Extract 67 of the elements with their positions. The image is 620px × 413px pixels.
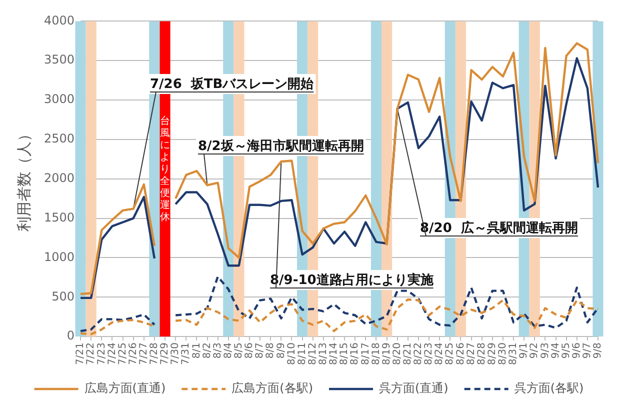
y-tick-label: 0 — [66, 328, 75, 343]
x-tick-label: 8/1 — [191, 342, 202, 359]
annotation: 7/26 坂TBバスレーン開始 — [150, 76, 315, 92]
x-tick-label: 7/28 — [149, 342, 160, 366]
x-tick-label: 8/6 — [244, 342, 256, 359]
x-tick-label: 8/21 — [402, 342, 414, 366]
x-tick-label: 8/26 — [455, 342, 466, 366]
x-tick-label: 8/28 — [476, 342, 488, 366]
x-tick-label: 7/23 — [96, 342, 108, 366]
x-tick-label: 8/27 — [466, 342, 477, 366]
x-tick-label: 7/21 — [75, 342, 86, 366]
x-tick-label: 8/17 — [360, 342, 372, 366]
x-tick-label: 8/2 — [202, 342, 213, 359]
x-tick-label: 8/5 — [234, 342, 245, 359]
x-tick-label: 8/20 — [392, 342, 403, 366]
x-tick-label: 8/11 — [296, 342, 308, 366]
y-tick-label: 1000 — [44, 250, 75, 264]
x-tick-label: 7/29 — [160, 342, 171, 366]
x-tick-label: 8/15 — [339, 342, 350, 366]
x-tick-label: 8/24 — [434, 342, 446, 366]
x-tick-label: 8/9 — [276, 342, 287, 359]
x-tick-label: 8/19 — [381, 342, 392, 366]
x-tick-label: 8/18 — [370, 342, 382, 366]
legend-label: 広島方面(各駅) — [232, 381, 314, 396]
legend-label: 広島方面(直通) — [84, 381, 166, 396]
y-tick-label: 4000 — [44, 13, 75, 28]
x-tick-label: 7/25 — [117, 342, 128, 366]
annotation: 8/2坂～海田市駅間運転再開 — [198, 138, 364, 154]
x-tick-label: 8/7 — [254, 342, 266, 359]
x-tick-label: 9/4 — [550, 342, 562, 359]
x-tick-label: 8/13 — [318, 342, 330, 366]
x-tick-label: 7/30 — [170, 342, 182, 366]
y-tick-label: 500 — [52, 289, 75, 304]
x-tick-label: 8/30 — [498, 342, 509, 366]
x-tick-label: 8/31 — [508, 342, 520, 366]
x-tick-label: 7/26 — [128, 342, 139, 366]
y-tick-label: 1500 — [44, 210, 75, 224]
x-tick-label: 8/4 — [222, 342, 234, 359]
x-tick-label: 9/1 — [518, 342, 530, 359]
y-tick-label: 3500 — [44, 52, 75, 67]
x-tick-label: 8/22 — [413, 342, 424, 366]
x-tick-label: 9/8 — [592, 342, 604, 359]
x-tick-label: 7/22 — [86, 342, 97, 366]
legend-label: 呉方面(直通) — [379, 381, 448, 396]
x-tick-label: 7/31 — [180, 342, 192, 366]
x-tick-label: 9/2 — [529, 342, 540, 359]
x-tick-label: 8/8 — [265, 342, 276, 359]
y-tick-label: 2000 — [44, 170, 75, 185]
x-tick-label: 8/29 — [486, 342, 498, 366]
text: 台風により全便運休 — [160, 116, 170, 223]
legend-label: 呉方面(各駅) — [514, 381, 584, 396]
x-tick-label: 7/27 — [138, 342, 150, 366]
x-tick-label: 8/16 — [350, 342, 361, 366]
x-tick-label: 9/7 — [582, 342, 594, 359]
x-tick-label: 8/12 — [307, 342, 318, 366]
x-tick-label: 8/23 — [424, 342, 435, 366]
x-tick-label: 8/25 — [444, 342, 456, 366]
x-tick-label: 9/5 — [560, 342, 572, 359]
x-tick-label: 9/6 — [571, 342, 582, 359]
x-tick-label: 9/3 — [540, 342, 551, 359]
x-tick-label: 8/14 — [328, 342, 340, 366]
x-tick-label: 7/24 — [106, 342, 118, 366]
y-tick-label: 3000 — [44, 92, 75, 106]
x-tick-label: 8/10 — [286, 342, 298, 366]
y-axis-title: 利用者数（人） — [14, 126, 33, 232]
y-tick-label: 2500 — [44, 132, 75, 146]
x-tick-label: 8/3 — [212, 342, 224, 359]
